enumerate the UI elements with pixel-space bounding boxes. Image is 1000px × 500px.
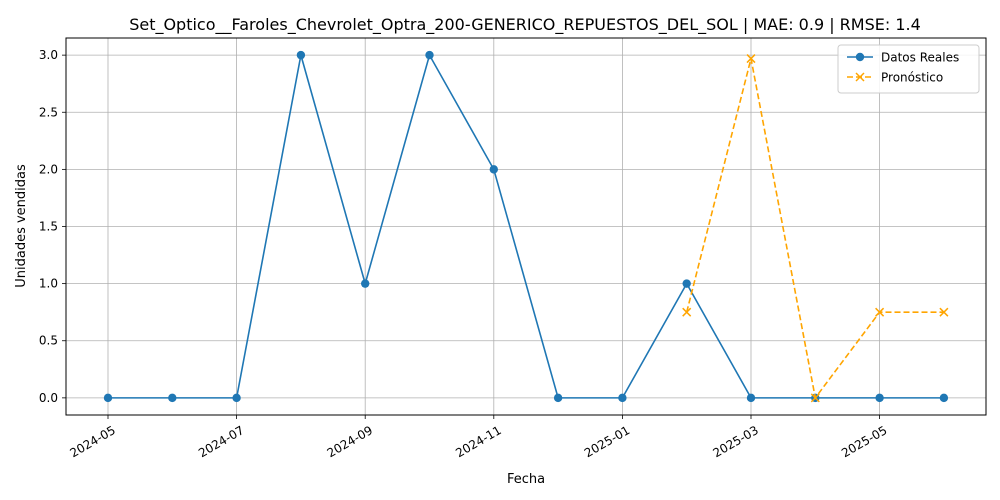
chart-title: Set_Optico__Faroles_Chevrolet_Optra_200-… xyxy=(129,15,921,35)
x-tick-label: 2024-11 xyxy=(453,423,503,460)
legend-box xyxy=(837,44,980,94)
data-point xyxy=(361,279,370,288)
data-point xyxy=(746,393,756,403)
y-tick-label: 1.5 xyxy=(39,220,58,234)
data-point xyxy=(939,307,949,317)
y-tick-label: 2.0 xyxy=(39,162,58,176)
legend-marker xyxy=(855,72,865,82)
data-point xyxy=(746,54,756,64)
data-point xyxy=(232,393,241,403)
data-point xyxy=(939,393,949,403)
data-point-stroke xyxy=(682,307,692,317)
y-axis-label: Unidades vendidas xyxy=(14,164,29,288)
y-tick-label: 2.5 xyxy=(39,105,58,119)
grid-lines xyxy=(66,38,986,415)
data-point xyxy=(296,50,306,60)
data-point xyxy=(618,393,627,403)
data-point xyxy=(875,393,884,403)
data-point-stroke xyxy=(939,307,949,317)
data-point xyxy=(425,50,434,60)
x-tick-label: 2024-05 xyxy=(67,423,117,460)
series-layer xyxy=(103,50,949,403)
data-point-stroke xyxy=(810,393,820,403)
y-tick-label: 3.0 xyxy=(39,48,58,62)
legend: Datos Reales Pronóstico xyxy=(837,44,980,94)
y-tick-label: 0.5 xyxy=(39,334,58,348)
data-point xyxy=(875,307,885,317)
data-point xyxy=(168,393,177,403)
x-tick-label: 2025-03 xyxy=(710,423,760,460)
data-point-stroke xyxy=(746,54,756,64)
legend-label: Datos Reales xyxy=(881,51,959,65)
series-line xyxy=(108,53,944,399)
legend-label: Pronóstico xyxy=(881,71,943,85)
data-point xyxy=(103,393,113,403)
data-point xyxy=(553,393,563,403)
data-point xyxy=(810,393,820,403)
plot-frame xyxy=(65,37,987,416)
x-tick-label: 2024-07 xyxy=(196,423,246,460)
data-point-stroke xyxy=(875,307,885,317)
x-tick-label: 2024-09 xyxy=(325,423,375,460)
data-point xyxy=(682,307,692,317)
y-tick-label: 0.0 xyxy=(39,391,58,405)
series-line xyxy=(685,58,944,400)
x-tick-label: 2025-05 xyxy=(839,423,889,460)
legend-marker xyxy=(855,52,865,62)
y-tick-label: 1.0 xyxy=(39,277,58,291)
data-point xyxy=(682,279,691,288)
x-tick-label: 2025-01 xyxy=(582,423,632,460)
x-axis-label: Fecha xyxy=(507,472,545,487)
data-point xyxy=(489,165,498,174)
